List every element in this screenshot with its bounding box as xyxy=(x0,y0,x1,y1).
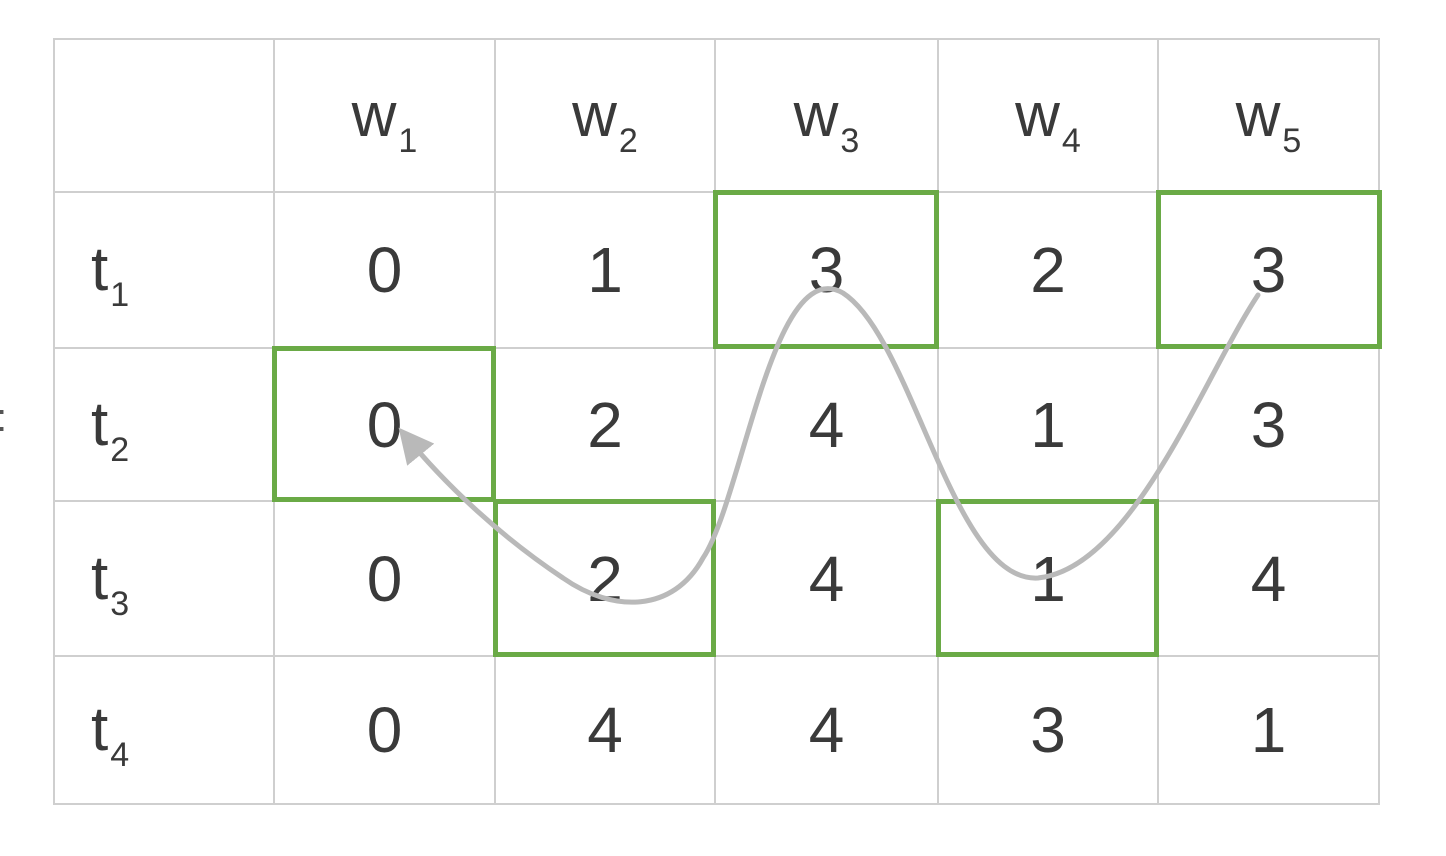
column-header-w5: w5 xyxy=(1157,38,1380,191)
cell-value: 0 xyxy=(366,234,403,306)
cell-value: 4 xyxy=(1250,542,1287,615)
row-label-t3-subscript: 3 xyxy=(110,584,130,623)
cell-value: 1 xyxy=(1030,542,1066,615)
matrix-cell: 4 xyxy=(1157,500,1380,655)
column-label-w2: w2 xyxy=(572,84,638,158)
row-label-t4-subscript: 4 xyxy=(110,736,130,774)
column-label-w4-subscript: 4 xyxy=(1061,121,1081,160)
matrix-cell: 0 xyxy=(273,347,494,500)
row-label-t2: t2 xyxy=(91,393,129,467)
matrix-cell: 1 xyxy=(937,500,1157,655)
column-label-w1-subscript: 1 xyxy=(398,121,418,160)
matrix-cell: 0 xyxy=(273,655,494,805)
row-label-t2-base: t xyxy=(91,389,109,459)
edge-colon-mark: : xyxy=(0,398,7,438)
column-label-w5-base: w xyxy=(1235,80,1281,150)
matrix-cell: 3 xyxy=(937,655,1157,805)
row-header-t1: t1 xyxy=(53,191,273,347)
corner-cell xyxy=(53,38,273,191)
row-label-t4-base: t xyxy=(91,695,109,764)
row-header-t4: t4 xyxy=(53,655,273,805)
column-label-w3-subscript: 3 xyxy=(840,121,860,160)
cell-value: 1 xyxy=(1250,694,1287,766)
column-header-w2: w2 xyxy=(494,38,714,191)
matrix-cell: 1 xyxy=(1157,655,1380,805)
column-header-w3: w3 xyxy=(714,38,937,191)
matrix-cell: 3 xyxy=(1157,347,1380,500)
matrix-cell: 0 xyxy=(273,191,494,347)
column-label-w2-subscript: 2 xyxy=(618,121,638,160)
cell-value: 4 xyxy=(587,694,623,766)
column-label-w4-base: w xyxy=(1015,80,1060,150)
cell-value: 1 xyxy=(1030,388,1066,461)
column-label-w4: w4 xyxy=(1015,84,1081,158)
cell-value: 0 xyxy=(366,694,403,766)
matrix-cell: 4 xyxy=(714,347,937,500)
matrix-cell: 3 xyxy=(714,191,937,347)
cell-value: 1 xyxy=(587,234,623,306)
matrix-cell: 1 xyxy=(937,347,1157,500)
row-label-t1-subscript: 1 xyxy=(110,276,130,314)
matrix-cell: 2 xyxy=(494,500,714,655)
cell-value: 2 xyxy=(587,542,623,615)
column-label-w5-subscript: 5 xyxy=(1282,121,1302,160)
matrix-cell: 2 xyxy=(937,191,1157,347)
row-label-t1-base: t xyxy=(91,235,109,304)
cell-value: 2 xyxy=(1030,234,1066,306)
matrix-cell: 1 xyxy=(494,191,714,347)
cell-value: 3 xyxy=(1250,234,1287,306)
cost-matrix-table: w1 w2 w3 w4 w5 t1 0 1 3 2 3 t2 0 2 4 1 3 t3 0 2 4 1 4 t4 0 4 4 3 1 xyxy=(53,38,1382,805)
cell-value: 4 xyxy=(808,542,845,615)
cell-value: 0 xyxy=(366,542,403,615)
row-label-t4: t4 xyxy=(91,699,129,773)
row-header-t2: t2 xyxy=(53,347,273,500)
column-label-w3: w3 xyxy=(794,84,860,158)
matrix-cell: 4 xyxy=(494,655,714,805)
column-label-w3-base: w xyxy=(793,80,839,150)
matrix-cell: 4 xyxy=(714,500,937,655)
row-label-t3-base: t xyxy=(91,543,109,613)
cell-value: 3 xyxy=(1030,694,1066,766)
matrix-cell: 2 xyxy=(494,347,714,500)
column-label-w2-base: w xyxy=(572,80,617,150)
cell-value: 3 xyxy=(1250,388,1287,461)
column-header-w4: w4 xyxy=(937,38,1157,191)
row-label-t3: t3 xyxy=(91,547,129,621)
cell-value: 4 xyxy=(808,388,845,461)
column-label-w1: w1 xyxy=(352,84,418,158)
cell-value: 4 xyxy=(808,694,845,766)
cell-value: 0 xyxy=(366,388,403,461)
row-label-t1: t1 xyxy=(91,239,129,313)
row-header-t3: t3 xyxy=(53,500,273,655)
matrix-cell: 4 xyxy=(714,655,937,805)
column-header-w1: w1 xyxy=(273,38,494,191)
cell-value: 2 xyxy=(587,388,623,461)
matrix-cell: 3 xyxy=(1157,191,1380,347)
matrix-cell: 0 xyxy=(273,500,494,655)
row-label-t2-subscript: 2 xyxy=(110,430,130,469)
column-label-w5: w5 xyxy=(1236,84,1302,158)
column-label-w1-base: w xyxy=(351,80,397,150)
cell-value: 3 xyxy=(808,234,845,306)
